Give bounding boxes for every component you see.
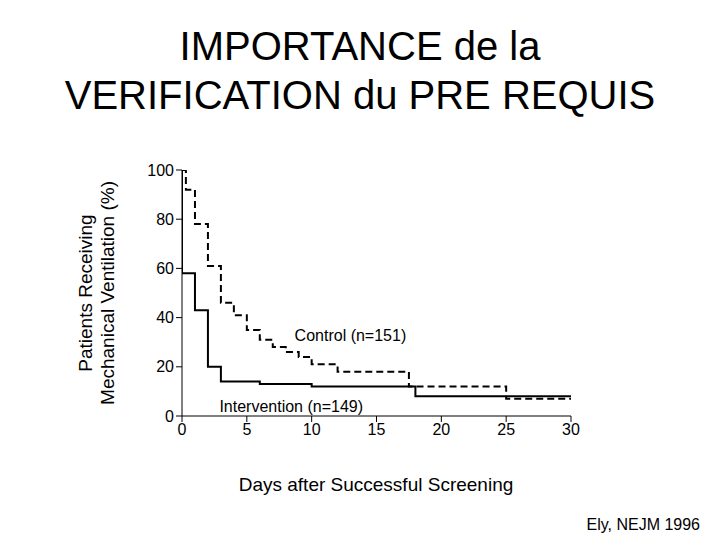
svg-text:80: 80 [156, 211, 174, 228]
svg-text:15: 15 [368, 421, 386, 438]
svg-text:0: 0 [165, 408, 174, 425]
svg-text:100: 100 [147, 162, 174, 179]
svg-text:0: 0 [178, 421, 187, 438]
svg-text:Mechanical Ventilation (%): Mechanical Ventilation (%) [97, 181, 118, 405]
html-text:VERIFICATION du PRE REQUIS: VERIFICATION du PRE REQUIS [64, 73, 656, 117]
svg-text:Control (n=151): Control (n=151) [295, 327, 407, 344]
svg-text:Patients Receiving: Patients Receiving [75, 214, 96, 371]
svg-text:10: 10 [303, 421, 321, 438]
svg-text:30: 30 [562, 421, 580, 438]
svg-text:Intervention (n=149): Intervention (n=149) [219, 398, 363, 415]
svg-text:Days after Successful Screenin: Days after Successful Screening [239, 474, 514, 495]
svg-text:5: 5 [242, 421, 251, 438]
svg-text:60: 60 [156, 260, 174, 277]
svg-text:20: 20 [156, 358, 174, 375]
svg-text:40: 40 [156, 309, 174, 326]
svg-text:25: 25 [497, 421, 515, 438]
html-text:IMPORTANCE de la: IMPORTANCE de la [179, 24, 541, 68]
svg-text:20: 20 [432, 421, 450, 438]
svg-text:Ely, NEJM 1996: Ely, NEJM 1996 [586, 516, 700, 533]
